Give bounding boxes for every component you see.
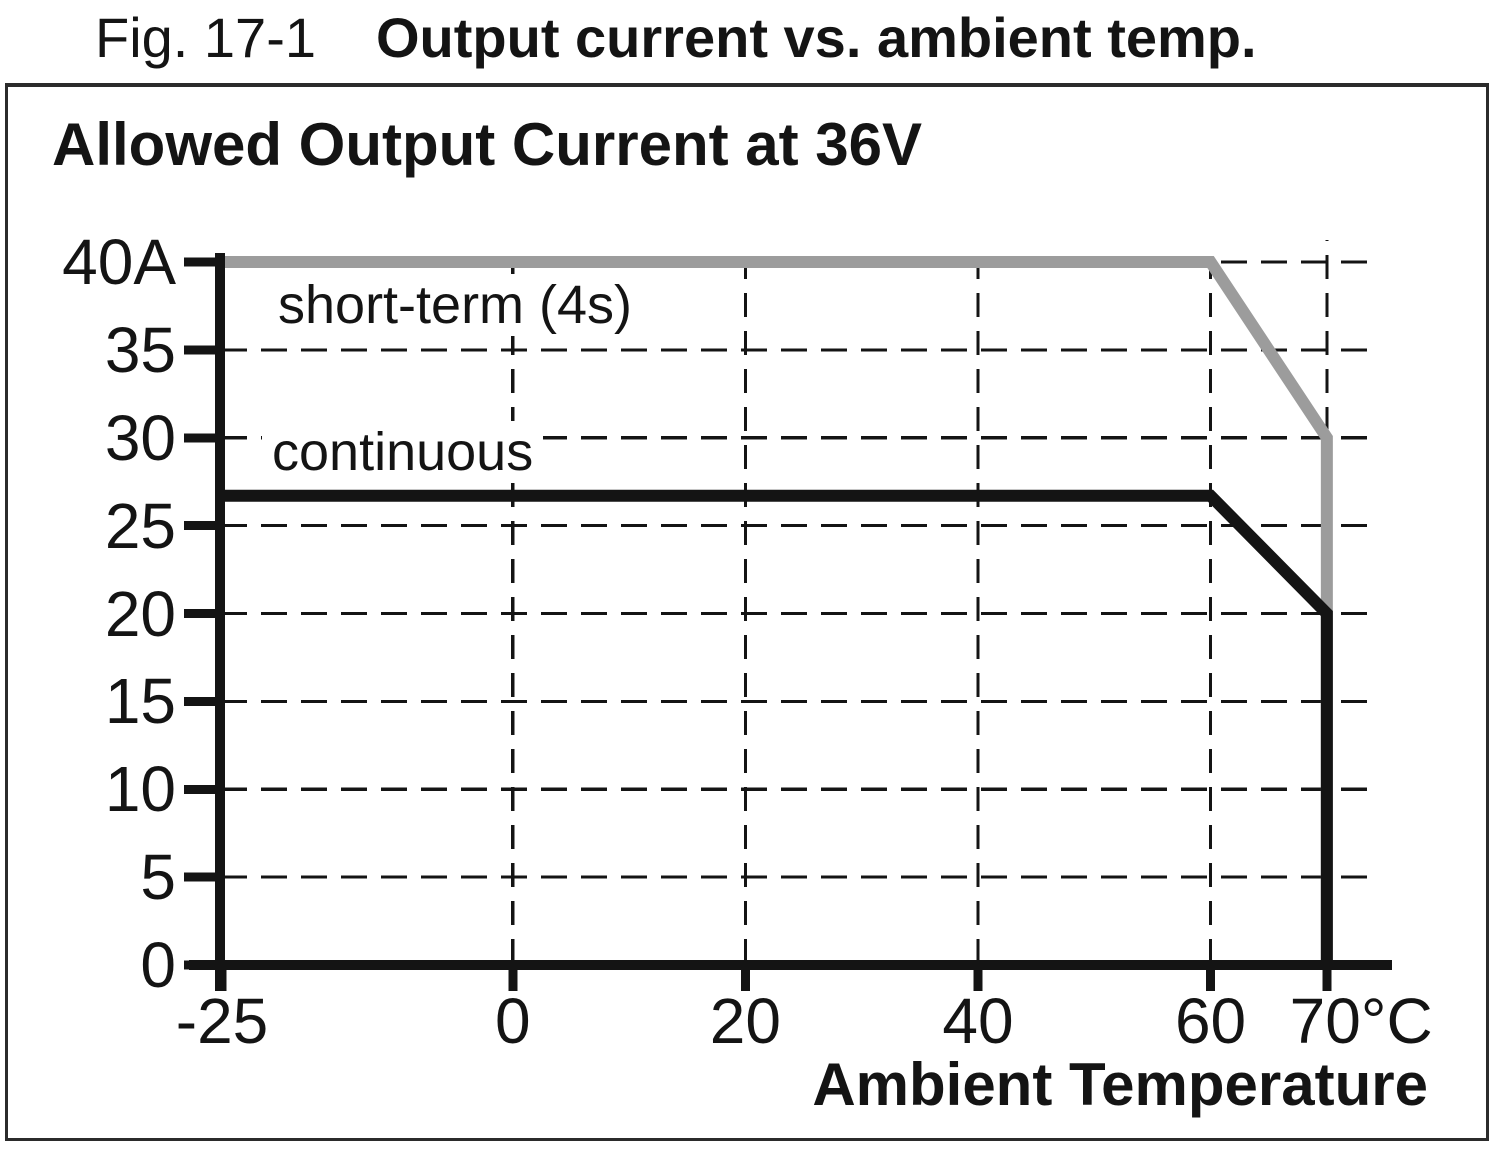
y-tick-label-25: 25 (104, 489, 176, 562)
x-axis-title: Ambient Temperature (812, 1051, 1428, 1118)
series-label-short-term: short-term (4s) (268, 274, 643, 337)
x-tick-label-70: 70°C (1289, 985, 1433, 1057)
y-tick-label-0: 0 (140, 929, 176, 1001)
x-tick-label-20: 20 (709, 985, 781, 1057)
y-tick-label-10: 10 (104, 753, 176, 826)
x-tick-label-0: 0 (494, 985, 531, 1057)
series-label-continuous: continuous (262, 421, 544, 484)
y-tick-label-15: 15 (104, 665, 176, 738)
y-tick-label-5: 5 (140, 841, 176, 914)
x-tick-label--25: -25 (175, 985, 269, 1057)
curve-continuous (222, 489, 1333, 965)
x-tick-label-40: 40 (942, 985, 1014, 1057)
y-tick-label-40: 40A (62, 226, 176, 298)
y-tick-label-35: 35 (104, 313, 176, 386)
x-tick-label-60: 60 (1174, 985, 1247, 1057)
y-tick-label-20: 20 (104, 577, 176, 650)
figure-caption: Fig. 17-1 Output current vs. ambient tem… (95, 4, 1257, 71)
chart-heading: Allowed Output Current at 36V (52, 111, 923, 178)
figure-title: Output current vs. ambient temp. (376, 6, 1257, 69)
figure-number: Fig. 17-1 (95, 6, 316, 69)
y-tick-label-30: 30 (104, 401, 176, 474)
